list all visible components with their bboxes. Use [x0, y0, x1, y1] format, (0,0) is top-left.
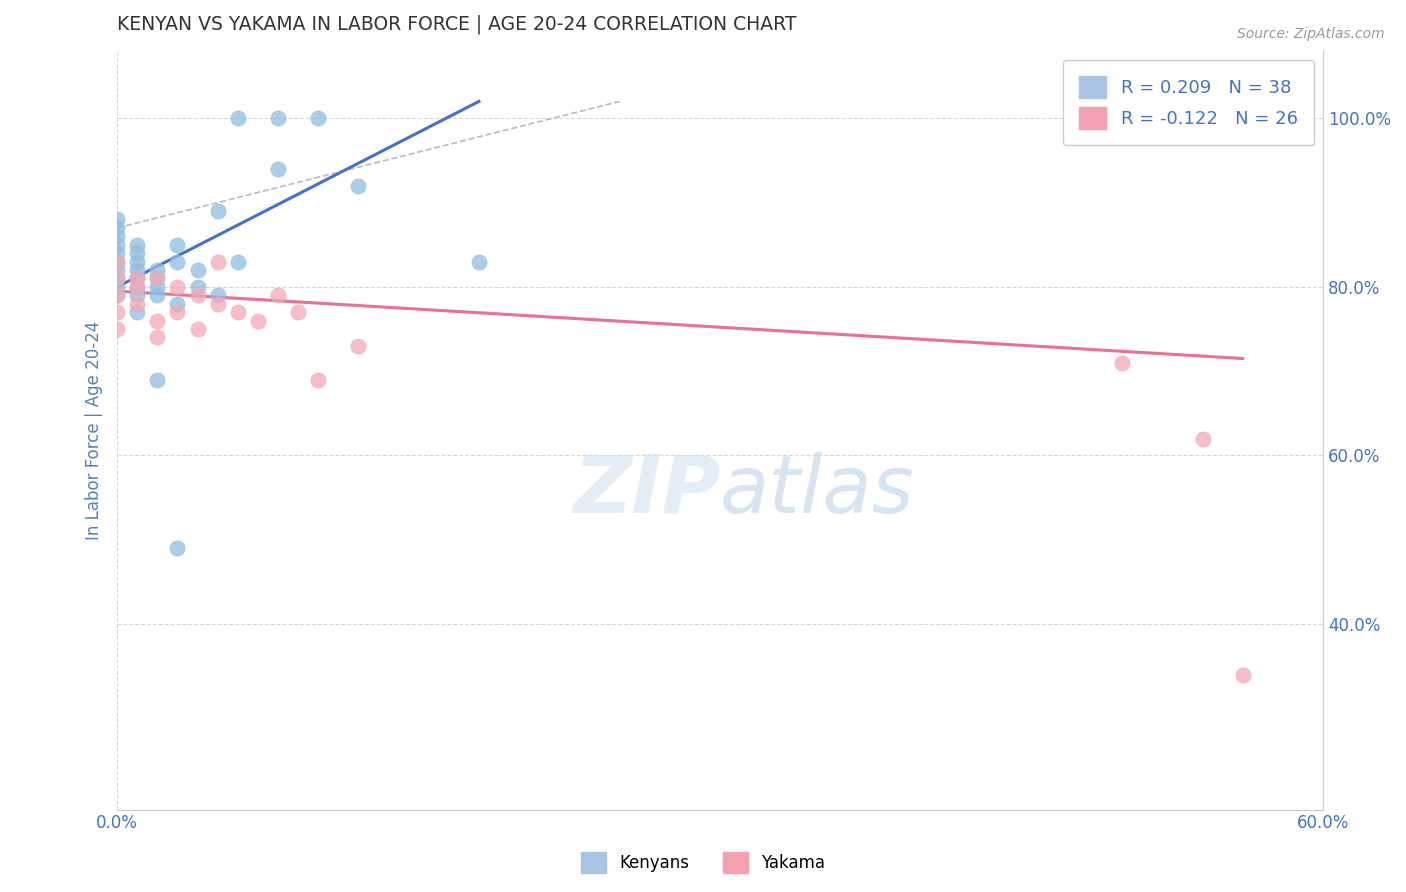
Point — [166, 305, 188, 319]
Point — [226, 112, 249, 126]
Point — [146, 271, 169, 285]
Point — [105, 246, 128, 260]
Point — [127, 271, 149, 285]
Point — [187, 280, 209, 294]
Point — [347, 339, 370, 353]
Point — [187, 288, 209, 302]
Legend: Kenyans, Yakama: Kenyans, Yakama — [574, 846, 832, 880]
Point — [105, 212, 128, 227]
Point — [105, 229, 128, 244]
Point — [166, 297, 188, 311]
Point — [146, 313, 169, 327]
Point — [127, 288, 149, 302]
Point — [127, 263, 149, 277]
Point — [267, 112, 290, 126]
Point — [127, 271, 149, 285]
Point — [127, 280, 149, 294]
Point — [1191, 432, 1213, 446]
Point — [166, 280, 188, 294]
Point — [267, 161, 290, 176]
Point — [146, 271, 169, 285]
Point — [127, 254, 149, 268]
Point — [146, 280, 169, 294]
Point — [207, 288, 229, 302]
Point — [267, 288, 290, 302]
Point — [105, 280, 128, 294]
Point — [187, 322, 209, 336]
Point — [1232, 667, 1254, 681]
Point — [105, 305, 128, 319]
Point — [105, 288, 128, 302]
Point — [105, 254, 128, 268]
Point — [127, 280, 149, 294]
Point — [207, 204, 229, 219]
Point — [468, 254, 491, 268]
Point — [127, 305, 149, 319]
Point — [146, 288, 169, 302]
Text: ZIP: ZIP — [572, 452, 720, 530]
Point — [207, 254, 229, 268]
Point — [105, 271, 128, 285]
Point — [105, 220, 128, 235]
Point — [187, 263, 209, 277]
Point — [127, 246, 149, 260]
Point — [166, 541, 188, 556]
Point — [226, 305, 249, 319]
Point — [347, 178, 370, 193]
Legend: R = 0.209   N = 38, R = -0.122   N = 26: R = 0.209 N = 38, R = -0.122 N = 26 — [1063, 60, 1315, 145]
Point — [246, 313, 269, 327]
Text: atlas: atlas — [720, 452, 915, 530]
Y-axis label: In Labor Force | Age 20-24: In Labor Force | Age 20-24 — [86, 320, 103, 540]
Point — [105, 271, 128, 285]
Point — [146, 263, 169, 277]
Point — [166, 254, 188, 268]
Point — [105, 288, 128, 302]
Point — [166, 237, 188, 252]
Point — [287, 305, 309, 319]
Point — [307, 112, 329, 126]
Point — [1111, 356, 1133, 370]
Point — [146, 373, 169, 387]
Point — [105, 263, 128, 277]
Text: KENYAN VS YAKAMA IN LABOR FORCE | AGE 20-24 CORRELATION CHART: KENYAN VS YAKAMA IN LABOR FORCE | AGE 20… — [117, 15, 797, 35]
Point — [146, 330, 169, 344]
Point — [105, 237, 128, 252]
Point — [127, 297, 149, 311]
Point — [207, 297, 229, 311]
Point — [127, 237, 149, 252]
Point — [307, 373, 329, 387]
Point — [105, 254, 128, 268]
Point — [105, 322, 128, 336]
Text: Source: ZipAtlas.com: Source: ZipAtlas.com — [1237, 27, 1385, 41]
Point — [226, 254, 249, 268]
